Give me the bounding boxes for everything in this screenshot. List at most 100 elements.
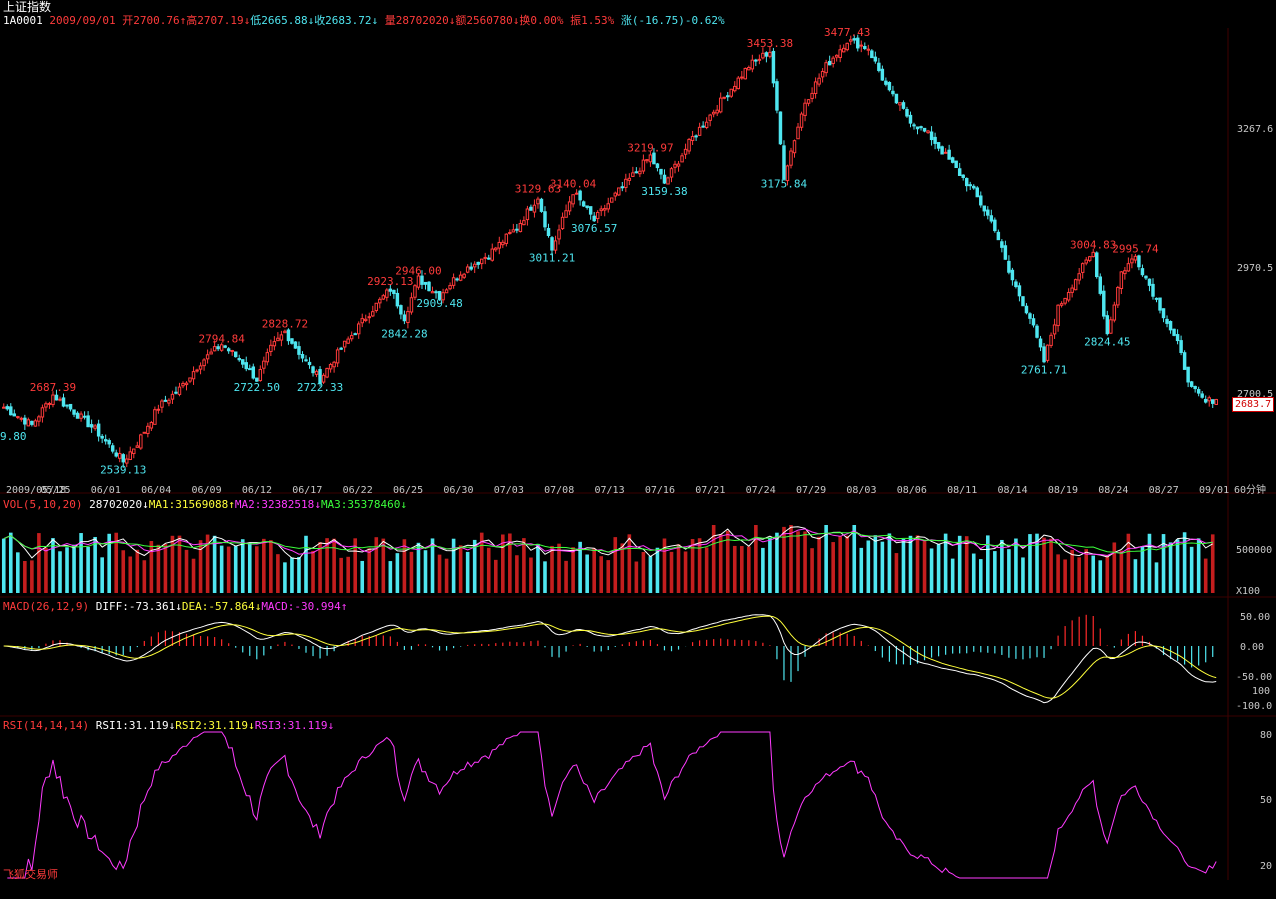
volume-bar xyxy=(339,557,343,593)
candle xyxy=(1151,278,1155,300)
candle xyxy=(37,414,41,427)
peak-label: 3011.21 xyxy=(529,251,575,264)
volume-bar xyxy=(381,538,386,593)
volume-bar xyxy=(986,535,990,593)
volume-bar xyxy=(304,535,308,593)
candle xyxy=(1045,344,1050,363)
candle xyxy=(1014,279,1018,289)
date-tick: 07/03 xyxy=(493,485,524,496)
candle xyxy=(564,204,568,218)
candle xyxy=(645,159,649,164)
volume-bar xyxy=(51,538,55,593)
date-tick: 08/19 xyxy=(1047,485,1078,496)
candle xyxy=(444,288,449,294)
volume-bar xyxy=(226,546,231,593)
volume-bar xyxy=(1210,534,1215,593)
candle xyxy=(638,167,642,178)
candle xyxy=(1098,273,1102,296)
peak-label: 2761.71 xyxy=(1021,363,1067,376)
volume-bar xyxy=(1154,562,1159,593)
candle xyxy=(1123,267,1127,280)
candle xyxy=(1207,395,1211,407)
volume-bar xyxy=(747,546,751,593)
down-arrow-icon: ↓ xyxy=(400,498,408,511)
candle xyxy=(634,167,639,174)
volume-bar xyxy=(114,532,119,593)
candle xyxy=(1189,380,1194,388)
candle xyxy=(79,411,83,422)
period-label[interactable]: 60分钟 xyxy=(1234,485,1267,496)
candle xyxy=(884,77,888,87)
candle xyxy=(68,403,73,412)
quote-volume: 量28702020 xyxy=(384,14,449,27)
candle xyxy=(982,205,987,217)
macd-tick: -50.00 xyxy=(1236,672,1273,683)
date-tick: 06/30 xyxy=(443,485,474,496)
candle xyxy=(567,196,572,216)
candle xyxy=(553,235,558,254)
candle xyxy=(1105,310,1110,336)
down-arrow-icon: ↓ xyxy=(512,14,520,27)
candle xyxy=(557,224,561,245)
candle xyxy=(1038,335,1043,352)
volume-bar xyxy=(550,545,554,593)
volume-bar xyxy=(1,538,6,593)
candle xyxy=(205,349,210,364)
volume-bar xyxy=(1189,546,1194,593)
volume-bar xyxy=(198,540,203,593)
volume-bar xyxy=(627,534,632,593)
volume-bar xyxy=(262,538,266,593)
candle xyxy=(121,453,125,468)
peak-label: 2539.13 xyxy=(100,463,146,476)
candle xyxy=(184,381,189,391)
candle xyxy=(592,211,596,223)
price-tick: 3267.6 xyxy=(1237,124,1274,135)
volume-bar xyxy=(184,549,189,593)
volume-bar xyxy=(859,547,864,593)
date-tick: 08/27 xyxy=(1148,485,1179,496)
candle xyxy=(546,223,551,238)
candle xyxy=(1203,395,1208,404)
candle xyxy=(1172,328,1176,337)
volume-indicator-name[interactable]: VOL(5,10,20) xyxy=(3,498,83,511)
volume-bar xyxy=(297,557,301,593)
volume-header: VOL(5,10,20) 28702020↓MA1:31569088↑MA2:3… xyxy=(3,499,407,511)
candle xyxy=(346,336,350,344)
candle xyxy=(170,390,175,404)
candle xyxy=(353,332,357,336)
candle xyxy=(181,381,185,389)
candle xyxy=(1147,278,1152,292)
volume-bar xyxy=(810,548,814,593)
volume-bar xyxy=(128,556,133,593)
peak-label: 3175.84 xyxy=(761,178,808,191)
down-arrow-icon: ↓ xyxy=(254,600,262,613)
volume-bar xyxy=(212,535,217,593)
candle xyxy=(423,281,428,290)
volume-bar xyxy=(775,532,779,593)
candle xyxy=(1063,297,1067,306)
candle xyxy=(385,288,389,302)
volume-bar xyxy=(353,538,358,593)
peak-label: 2722.50 xyxy=(234,381,280,394)
candle xyxy=(631,166,635,177)
volume-bar xyxy=(1140,546,1145,593)
macd-indicator-name[interactable]: MACD(26,12,9) xyxy=(3,600,90,613)
volume-bar xyxy=(768,537,772,593)
candle xyxy=(1035,324,1039,339)
candle xyxy=(778,111,783,145)
candle xyxy=(188,377,192,384)
candle xyxy=(669,166,674,183)
candle xyxy=(413,284,417,300)
volume-bar xyxy=(564,560,568,593)
candle xyxy=(729,88,733,98)
rsi-indicator-name[interactable]: RSI(14,14,14) xyxy=(3,719,90,732)
candle xyxy=(750,54,755,73)
candle xyxy=(47,401,52,409)
candle xyxy=(163,395,168,402)
candle xyxy=(1112,301,1117,323)
candle xyxy=(771,47,776,88)
candle xyxy=(676,161,681,172)
candle xyxy=(789,147,793,169)
candle xyxy=(529,204,533,211)
